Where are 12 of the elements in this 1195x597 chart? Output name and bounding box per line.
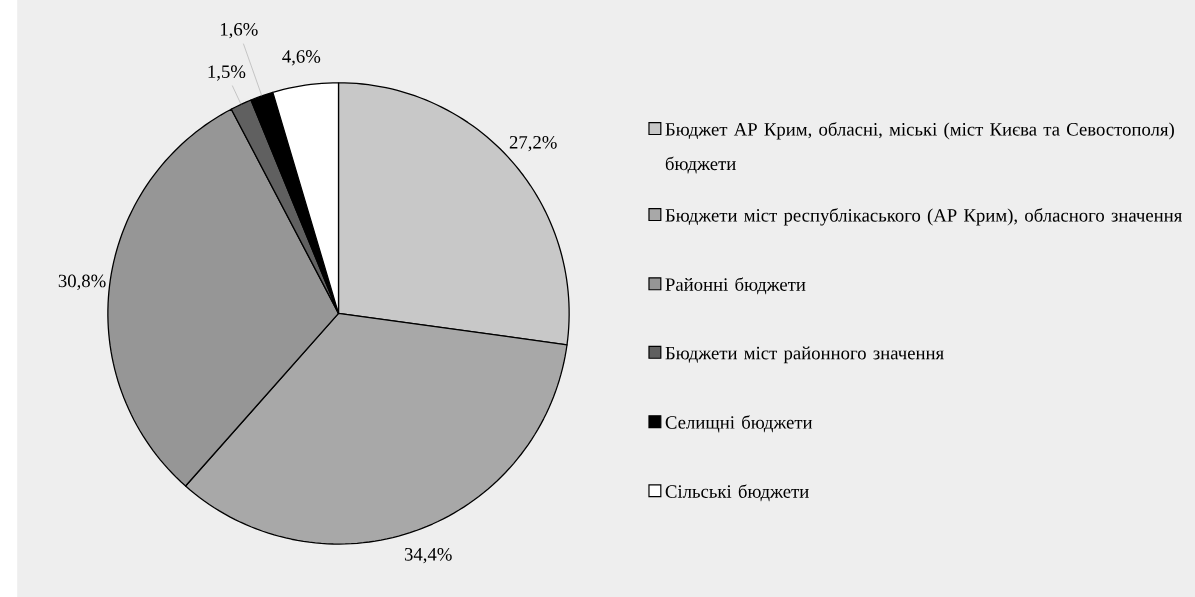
legend-label: Районні бюджети: [665, 277, 806, 295]
data-label: 1,5%: [208, 65, 246, 81]
data-label: 34,4%: [404, 547, 452, 564]
legend-label: Сільські бюджети: [665, 484, 809, 502]
legend-label: Бюджети міст республікаського (АР Крим), обласного значення: [665, 207, 1182, 226]
data-label: 4,6%: [282, 49, 321, 66]
data-label: 1,6%: [220, 22, 258, 39]
data-label: 27,2%: [509, 135, 557, 152]
legend-label: Бюджети міст районного значення: [665, 346, 944, 364]
legend-label: Бюджет АР Крим, обласні, міські (міст Києва та Севостополя) бюджети: [665, 121, 1174, 174]
legend-label: Селищні бюджети: [665, 415, 813, 433]
data-label: 30,8%: [58, 274, 106, 290]
